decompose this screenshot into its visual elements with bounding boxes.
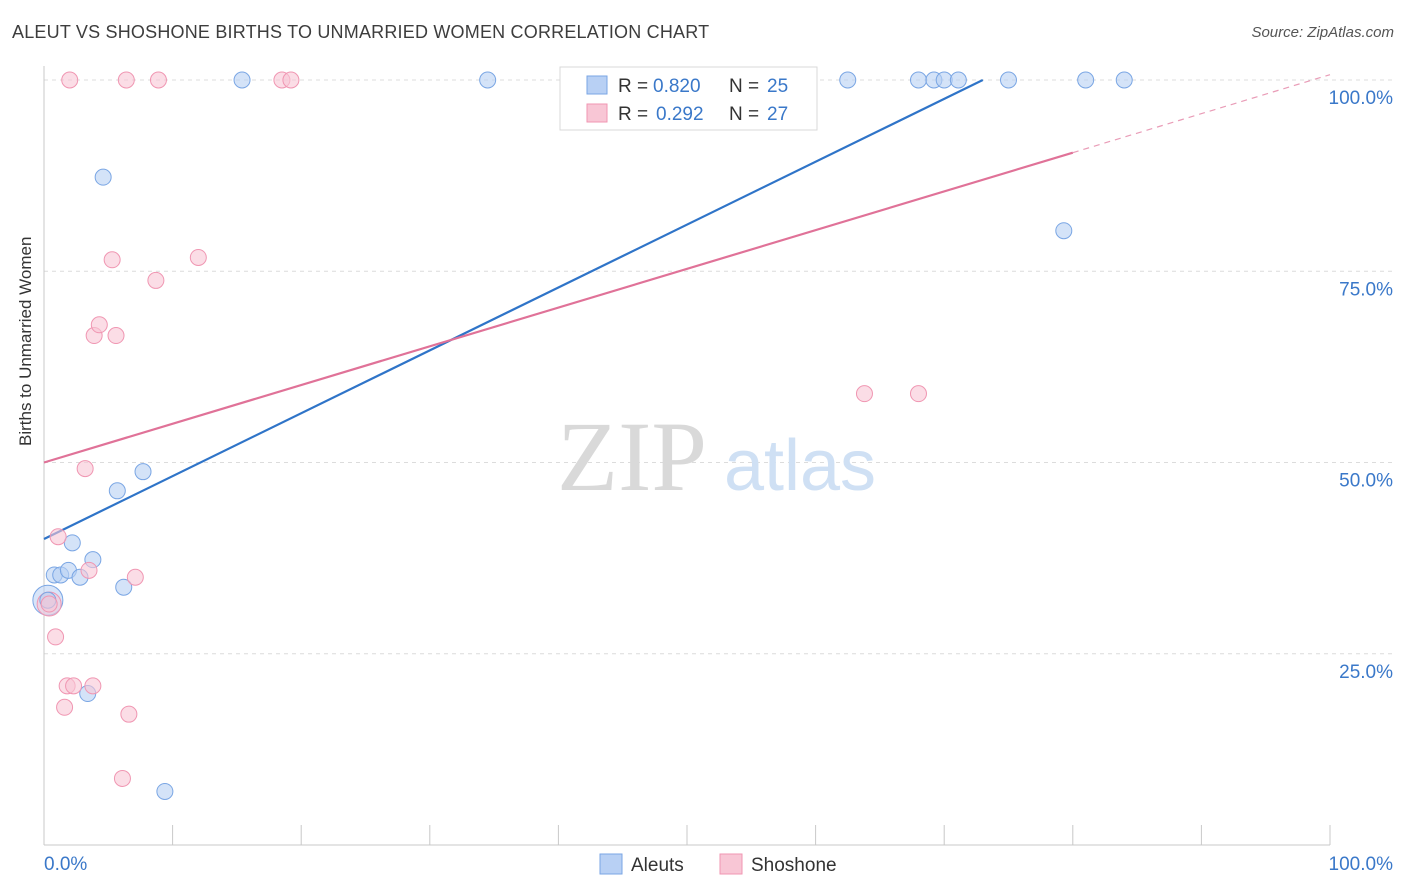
tick-labels: 25.0% 50.0% 75.0% 100.0% 0.0% 100.0% [44, 88, 1393, 875]
legend-aleuts-label: Aleuts [631, 855, 684, 876]
aleuts-point-14 [479, 71, 497, 89]
shoshone-point-5 [65, 677, 83, 695]
shoshone-trend-line [43, 151, 1074, 464]
aleuts-r-value: 0.820 [653, 76, 701, 97]
shoshone-point-17 [117, 71, 135, 89]
x-tick-label-100: 100.0% [1329, 854, 1394, 875]
y-tick-label-100: 100.0% [1329, 88, 1394, 109]
legend-shoshone-label: Shoshone [751, 855, 837, 876]
shoshone-point-20 [189, 248, 207, 266]
aleuts-point-23 [1077, 71, 1095, 89]
shoshone-point-11 [90, 316, 108, 334]
aleuts-point-20 [949, 71, 967, 89]
aleuts-n-label: N = [729, 76, 759, 97]
shoshone-stats-swatch [586, 103, 608, 123]
aleuts-point-9 [108, 482, 126, 500]
shoshone-point-9 [84, 677, 102, 695]
shoshone-point-25 [909, 385, 927, 403]
aleuts-point-24 [1115, 71, 1133, 89]
aleuts-point-4 [63, 534, 81, 552]
stats-legend: R = 0.820 N = 25 R = 0.292 N = 27 [559, 66, 818, 131]
shoshone-point-6 [61, 71, 79, 89]
shoshone-point-12 [103, 251, 121, 269]
chart-title: ALEUT VS SHOSHONE BIRTHS TO UNMARRIED WO… [12, 22, 710, 42]
shoshone-n-label: N = [729, 104, 759, 125]
shoshone-point-1 [47, 628, 65, 646]
gridlines [44, 79, 1395, 655]
watermark-zip: ZIP [557, 401, 707, 512]
shoshone-point-0 [40, 595, 58, 613]
shoshone-r-label: R = [618, 104, 648, 125]
shoshone-point-16 [126, 568, 144, 586]
legend-shoshone-swatch [719, 853, 743, 875]
source-credit: Source: ZipAtlas.com [1251, 24, 1394, 41]
aleuts-point-21 [1000, 71, 1017, 89]
aleuts-point-22 [1055, 222, 1073, 240]
aleuts-r-label: R = [618, 76, 648, 97]
watermark: ZIP atlas [557, 401, 876, 512]
shoshone-trend-extension [1072, 74, 1331, 154]
shoshone-point-7 [76, 460, 94, 478]
shoshone-point-3 [56, 698, 74, 716]
bottom-legend: Aleuts Shoshone [599, 853, 837, 876]
aleuts-point-11 [134, 463, 152, 481]
y-tick-label-50: 50.0% [1339, 471, 1393, 492]
watermark-atlas: atlas [724, 426, 876, 506]
y-tick-label-75: 75.0% [1339, 279, 1393, 300]
shoshone-point-15 [120, 705, 138, 723]
trend-lines [43, 74, 1331, 540]
aleuts-point-12 [156, 782, 174, 800]
shoshone-point-2 [49, 528, 67, 546]
shoshone-point-24 [855, 385, 873, 403]
aleuts-n-value: 25 [767, 76, 788, 97]
shoshone-point-22 [282, 71, 300, 89]
aleuts-point-16 [839, 71, 857, 89]
aleuts-stats-swatch [586, 75, 608, 95]
shoshone-point-19 [149, 71, 167, 89]
aleuts-point-17 [909, 71, 927, 89]
shoshone-point-18 [147, 271, 165, 289]
x-tick-label-0: 0.0% [44, 854, 87, 875]
aleuts-point-19 [935, 71, 953, 89]
axes [43, 66, 1331, 846]
shoshone-point-14 [113, 769, 131, 787]
shoshone-r-value: 0.292 [656, 104, 704, 125]
shoshone-point-13 [107, 327, 125, 345]
shoshone-n-value: 27 [767, 104, 788, 125]
aleuts-point-13 [233, 71, 251, 89]
legend-aleuts-swatch [599, 853, 623, 875]
aleuts-trend-line [43, 79, 984, 540]
aleuts-point-8 [94, 168, 112, 186]
shoshone-point-8 [80, 561, 98, 579]
aleuts-point-10 [115, 578, 133, 596]
y-tick-label-25: 25.0% [1339, 662, 1393, 683]
